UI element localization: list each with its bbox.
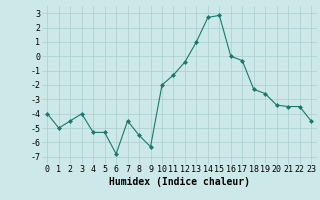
X-axis label: Humidex (Indice chaleur): Humidex (Indice chaleur) [109,177,250,187]
